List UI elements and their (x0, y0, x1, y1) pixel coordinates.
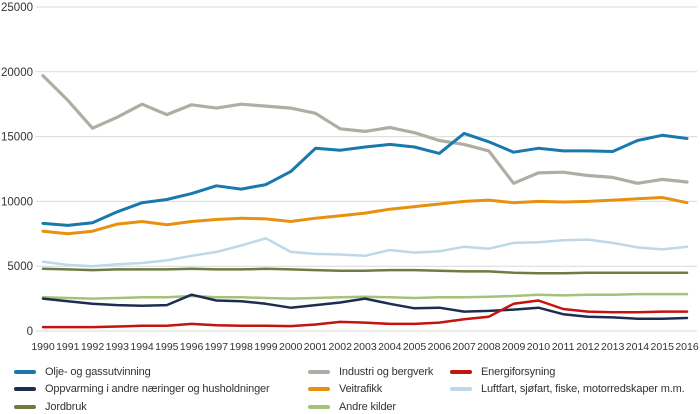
legend-swatch-luftfart (450, 387, 472, 391)
legend-label-oppvarming: Oppvarming i andre næringer og husholdni… (45, 383, 270, 395)
legend-item-andre: Andre kilder (308, 399, 396, 414)
x-tick-label: 2008 (477, 341, 501, 353)
legend-item-luftfart: Luftfart, sjøfart, fiske, motorredskaper… (450, 382, 685, 397)
x-tick-label: 1998 (229, 341, 253, 353)
x-tick-label: 2002 (329, 341, 353, 353)
x-tick-label: 1995 (155, 341, 179, 353)
x-tick-label: 2011 (552, 341, 575, 353)
x-tick-label: 2006 (428, 341, 452, 353)
legend-item-jordbruk: Jordbruk (14, 399, 87, 414)
legend-label-luftfart: Luftfart, sjøfart, fiske, motorredskaper… (481, 383, 685, 395)
x-tick-label: 1992 (81, 341, 105, 353)
legend-swatch-oppvarming (14, 387, 36, 391)
series-line-jordbruk (41, 267, 689, 275)
x-tick-label: 2014 (626, 341, 650, 353)
x-tick-label: 1999 (254, 341, 278, 353)
legend-item-energiforsyning: Energiforsyning (450, 364, 555, 379)
series-line-energiforsyning (41, 299, 689, 329)
x-tick-label: 2015 (651, 341, 675, 353)
x-tick-label: 2009 (502, 341, 526, 353)
x-tick-label: 2003 (353, 341, 377, 353)
x-tick-label: 1994 (130, 341, 154, 353)
y-tick-label: 15000 (1, 132, 33, 144)
series-line-oppvarming (41, 293, 689, 320)
x-tick-label: 2004 (378, 341, 402, 353)
legend-label-andre: Andre kilder (339, 400, 396, 413)
series-line-andre (41, 292, 689, 300)
legend-item-industri: Industri og bergverk (308, 364, 433, 379)
x-tick-label: 2005 (403, 341, 427, 353)
x-tick-label: 1996 (180, 341, 204, 353)
y-tick-label: 25000 (1, 2, 33, 14)
x-tick-label: 1990 (31, 341, 55, 353)
legend-swatch-jordbruk (14, 404, 36, 409)
x-tick-label: 2012 (576, 341, 600, 353)
y-tick-label: 10000 (1, 196, 33, 208)
series-line-luftfart (41, 237, 689, 268)
series-line-olje (41, 131, 689, 227)
x-tick-label: 1997 (205, 341, 229, 353)
legend-label-olje: Olje- og gassutvinning (45, 365, 151, 378)
y-tick-label: 20000 (1, 67, 33, 79)
series-line-industri (41, 74, 689, 185)
legend-swatch-veitrafikk (308, 387, 330, 391)
x-tick-label: 1991 (56, 341, 80, 353)
x-tick-label: 1993 (106, 341, 130, 353)
x-tick-label: 2000 (279, 341, 303, 353)
legend-item-veitrafikk: Veitrafikk (308, 382, 382, 397)
x-tick-label: 2013 (601, 341, 625, 353)
legend-label-industri: Industri og bergverk (339, 365, 434, 378)
legend-item-oppvarming: Oppvarming i andre næringer og husholdni… (14, 382, 270, 397)
legend-swatch-andre (308, 404, 330, 409)
legend-swatch-energiforsyning (450, 369, 472, 374)
x-tick-label: 2001 (304, 341, 328, 353)
x-tick-label: 2016 (675, 341, 699, 353)
legend-label-jordbruk: Jordbruk (45, 400, 87, 413)
legend: Olje- og gassutvinning Oppvarming i andre… (0, 362, 700, 414)
y-tick-label: 0 (27, 326, 33, 338)
x-tick-label: 2007 (452, 341, 476, 353)
legend-swatch-olje (14, 369, 36, 374)
x-tick-label: 2010 (527, 341, 551, 353)
legend-label-energiforsyning: Energiforsyning (481, 365, 556, 378)
legend-label-veitrafikk: Veitrafikk (339, 383, 383, 395)
series-line-veitrafikk (41, 196, 689, 236)
legend-swatch-industri (308, 369, 330, 374)
y-tick-label: 5000 (7, 261, 33, 273)
legend-item-olje: Olje- og gassutvinning (14, 364, 151, 379)
